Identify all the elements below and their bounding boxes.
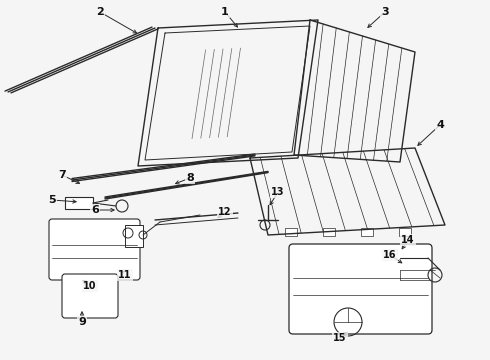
Text: 8: 8 xyxy=(186,173,194,183)
Text: 15: 15 xyxy=(333,333,347,343)
Bar xyxy=(65,197,93,209)
Text: 1: 1 xyxy=(221,7,229,17)
Bar xyxy=(285,228,297,236)
Text: 13: 13 xyxy=(271,187,285,197)
Bar xyxy=(125,225,143,247)
Text: 11: 11 xyxy=(118,270,132,280)
Text: 9: 9 xyxy=(78,317,86,327)
Text: 4: 4 xyxy=(436,120,444,130)
Bar xyxy=(361,228,373,236)
Text: 7: 7 xyxy=(58,170,66,180)
Text: 10: 10 xyxy=(83,281,97,291)
Text: 12: 12 xyxy=(218,207,232,217)
Text: 14: 14 xyxy=(401,235,415,245)
Text: 3: 3 xyxy=(381,7,389,17)
FancyBboxPatch shape xyxy=(289,244,432,334)
Text: 6: 6 xyxy=(91,205,99,215)
FancyBboxPatch shape xyxy=(62,274,118,318)
Text: 2: 2 xyxy=(96,7,104,17)
Text: 16: 16 xyxy=(383,250,397,260)
Text: 5: 5 xyxy=(48,195,56,205)
Bar xyxy=(399,228,411,236)
Bar xyxy=(323,228,335,236)
FancyBboxPatch shape xyxy=(49,219,140,280)
